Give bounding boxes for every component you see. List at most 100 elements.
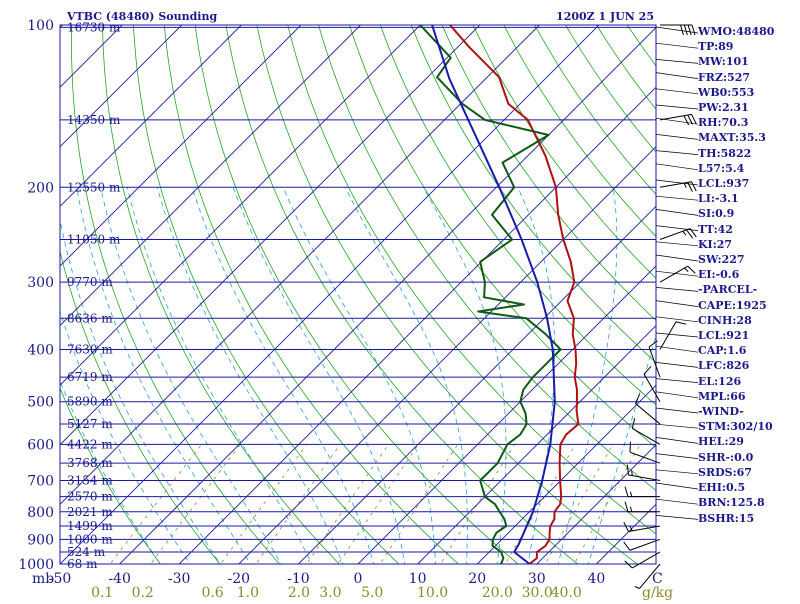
wind-barb-staff <box>630 452 660 463</box>
index-leader-line <box>656 164 698 170</box>
height-level-label: 14350 m <box>67 113 121 127</box>
pressure-tick-label: 900 <box>27 532 54 548</box>
moist-adiabat-line <box>283 187 436 575</box>
mixing-ratio-line <box>248 444 340 575</box>
index-leader-line <box>656 424 698 428</box>
stability-index-item: SHR-:0.0 <box>698 450 798 465</box>
wind-barb-half-flag <box>630 507 632 512</box>
index-leader-line <box>656 151 698 155</box>
height-level-label: 11050 m <box>67 233 121 247</box>
mixing-ratio-line <box>373 444 458 575</box>
index-leader-line <box>656 255 698 261</box>
pressure-tick-label: 300 <box>27 275 54 291</box>
index-leader-line <box>656 317 698 322</box>
index-leader-line <box>656 470 698 474</box>
wind-barb <box>625 502 660 512</box>
stability-index-item: MAXT:35.3 <box>698 130 798 145</box>
height-level-label: 68 m <box>67 557 98 571</box>
dry-adiabat-line <box>102 13 350 575</box>
temperature-profile-line <box>450 25 578 564</box>
stability-index-item: RH:70.3 <box>698 115 798 130</box>
isotherm-line <box>168 0 743 575</box>
moist-adiabat-line <box>345 187 467 575</box>
wind-barb <box>627 465 660 481</box>
height-level-label: 1499 m <box>67 519 113 533</box>
wind-barb-flag <box>644 366 651 374</box>
stability-index-item: LFC:826 <box>698 358 798 373</box>
stability-index-item: SW:227 <box>698 252 798 267</box>
isotherm-line <box>0 0 28 575</box>
wind-barb-staff <box>644 374 660 402</box>
mixing-ratio-label: 40.0 <box>551 585 582 600</box>
stability-index-item: SI:0.9 <box>698 206 798 221</box>
mixing-ratio-line <box>142 444 240 575</box>
stability-index-item: -PARCEL- <box>698 282 798 297</box>
index-leader-line <box>656 515 698 519</box>
stability-index-item: LI:-3.1 <box>698 191 798 206</box>
stability-index-item: MPL:66 <box>698 389 798 404</box>
mixing-ratio-label: 3.0 <box>319 585 341 600</box>
index-leader-line <box>656 118 698 124</box>
index-leader-line <box>656 209 698 215</box>
mixing-ratio-label: 5.0 <box>361 585 383 600</box>
wind-barb-flag <box>630 442 631 452</box>
index-leader-line <box>656 105 698 109</box>
dry-adiabat-line <box>285 13 713 575</box>
stability-index-item: HEL:29 <box>698 434 798 449</box>
chart-title: VTBC (48480) Sounding <box>66 10 217 23</box>
dry-adiabat-line <box>255 13 653 575</box>
plot-frame <box>60 25 656 564</box>
stability-index-item: KI:27 <box>698 237 798 252</box>
stability-index-item: STM:302/10 <box>698 419 798 434</box>
wind-barb-flag <box>692 25 695 35</box>
mixing-ratio-label: 1.0 <box>237 585 259 600</box>
wind-barb <box>624 522 660 531</box>
wind-barb-half-flag <box>684 268 688 272</box>
stability-index-item: CAPE:1925 <box>698 298 798 313</box>
wind-barb-flag <box>624 522 629 531</box>
index-leader-line <box>656 499 698 504</box>
stability-index-item: EL:126 <box>698 374 798 389</box>
temperature-tick-label: -30 <box>168 571 191 587</box>
height-level-label: 3768 m <box>67 456 113 470</box>
stability-index-item: LCL:921 <box>698 328 798 343</box>
wind-barb <box>660 229 696 240</box>
wind-barb-flag <box>676 322 686 324</box>
isotherm-line <box>49 0 624 575</box>
height-level-label: 12550 m <box>67 180 121 194</box>
wind-barb-flag <box>624 542 630 550</box>
index-leader-line <box>656 454 698 459</box>
index-leader-line <box>656 73 698 79</box>
stability-index-item: BRN:125.8 <box>698 495 798 510</box>
parcel-profile-line <box>432 25 555 564</box>
index-leader-line <box>656 379 698 383</box>
dry-adiabat-line <box>224 13 592 575</box>
index-leader-line <box>656 287 698 291</box>
moist-adiabat-line <box>192 187 376 575</box>
isobar-lines <box>60 25 656 564</box>
mixing-ratio-label: 20.0 <box>482 585 513 600</box>
height-level-label: 2021 m <box>67 505 113 519</box>
index-leader-line <box>656 333 698 337</box>
index-leader-line <box>656 408 698 413</box>
pressure-tick-label: 700 <box>27 474 54 490</box>
pressure-tick-label: 200 <box>27 180 54 196</box>
dewpoint-profile-line <box>420 25 560 564</box>
wind-barb-half-flag <box>630 492 632 497</box>
height-level-label: 4422 m <box>67 437 113 451</box>
height-level-label: 5127 m <box>67 417 113 431</box>
stability-index-item: CINH:28 <box>698 313 798 328</box>
index-leader-line <box>656 89 698 94</box>
index-leader-line <box>656 27 698 33</box>
wind-barb-flag <box>625 487 628 497</box>
wind-barb-staff <box>660 322 676 350</box>
height-level-label: 9770 m <box>67 275 113 289</box>
wind-barb-half-flag <box>635 586 640 588</box>
stability-index-item: BSHR:15 <box>698 511 798 526</box>
pressure-tick-label: 500 <box>27 395 54 411</box>
stability-index-item: EI:-0.6 <box>698 267 798 282</box>
stability-index-item: EHI:0.5 <box>698 480 798 495</box>
wind-barb <box>660 182 696 192</box>
